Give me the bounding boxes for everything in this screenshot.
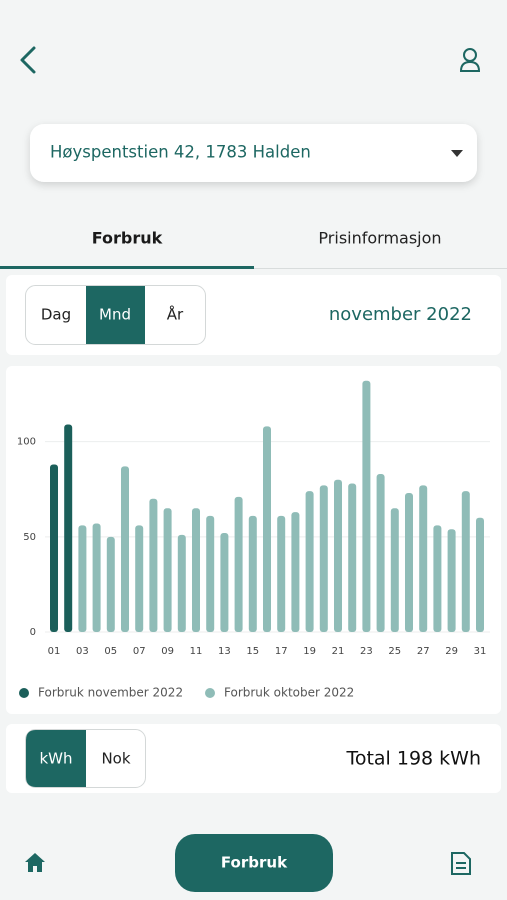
bar [419,485,428,632]
tab[interactable]: Prisinformasjon [318,229,441,248]
period-label: november 2022 [329,304,472,325]
x-tick-label: 05 [104,646,117,657]
period-button[interactable]: Dag [41,306,71,324]
chart: 0 50 100 01 03 05 07 09 11 13 15 17 19 21 23 25 27 29 31 Fo… [17,380,490,700]
bar [135,525,144,632]
dropdown-arrow [451,150,463,157]
document-button[interactable] [451,852,471,875]
legend-marker [19,688,29,698]
bar [234,496,243,632]
legend-label: Forbruk oktober 2022 [224,686,354,700]
y-tick-label: 0 [30,627,36,638]
period-selected [86,286,145,344]
bar [319,485,328,632]
address: Høyspentstien 42, 1783 Halden [50,143,311,162]
bar [163,508,172,632]
bar [220,533,229,632]
bar [362,380,371,632]
x-tick-label: 17 [275,646,288,657]
nav-button-label: Forbruk [221,854,288,872]
x-tick-label: 01 [48,646,61,657]
x-tick-label: 31 [474,646,487,657]
bar [334,479,342,632]
bar [291,512,300,632]
bar [177,534,186,632]
x-tick-label: 09 [161,646,174,657]
bar [192,508,200,632]
bar [348,483,357,632]
bar [248,515,257,632]
legend-marker [205,688,215,698]
unit-button[interactable]: Nok [101,750,130,768]
x-tick-label: 25 [388,646,401,657]
bar [106,536,115,632]
bar [263,426,271,632]
x-tick-label: 13 [218,646,231,657]
x-tick-label: 03 [76,646,89,657]
x-tick-label: 19 [303,646,316,657]
total: Total 198 kWh [345,748,481,770]
nav-button[interactable] [175,834,333,892]
legend-label: Forbruk november 2022 [38,686,183,700]
unit-selected [26,730,86,787]
x-tick-label: 23 [360,646,373,657]
bar [461,491,470,632]
y-tick-label: 50 [23,532,36,543]
bar [405,493,413,632]
x-tick-label: 29 [445,646,458,657]
x-tick-label: 21 [332,646,345,657]
bar [78,525,87,632]
bar [92,523,101,632]
x-tick-label: 15 [246,646,259,657]
bar [476,517,484,632]
back-button[interactable] [20,46,36,74]
home-button[interactable] [25,853,45,872]
tab-indicator [0,266,254,269]
bar [64,424,73,632]
profile-button[interactable] [459,48,481,72]
bar [390,508,399,632]
x-tick-label: 27 [417,646,430,657]
x-tick-label: 11 [190,646,203,657]
bar [277,515,286,632]
bar [121,466,129,632]
unit-button[interactable]: kWh [39,750,72,768]
period-button[interactable]: Mnd [99,306,131,324]
bar [447,529,456,632]
bar [206,515,215,632]
period-button[interactable]: År [167,305,184,324]
y-tick-label: 100 [17,437,36,448]
bar [305,491,314,632]
tab[interactable]: Forbruk [92,229,163,248]
bar [50,464,58,632]
bar [433,525,442,632]
x-tick-label: 07 [133,646,146,657]
bar [149,498,158,632]
address-dropdown[interactable] [30,124,477,182]
bar [376,473,385,632]
